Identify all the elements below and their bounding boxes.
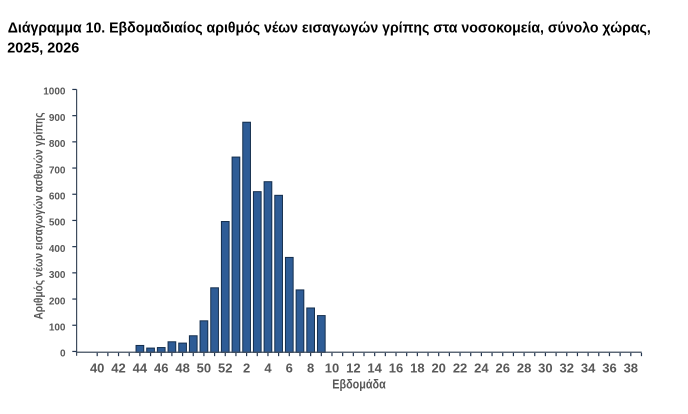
svg-text:42: 42 — [111, 361, 125, 376]
svg-text:22: 22 — [453, 361, 467, 376]
svg-text:6: 6 — [286, 361, 293, 376]
svg-text:24: 24 — [474, 361, 489, 376]
svg-text:4: 4 — [264, 361, 272, 376]
svg-text:36: 36 — [602, 361, 616, 376]
svg-text:16: 16 — [389, 361, 403, 376]
svg-text:14: 14 — [367, 361, 382, 376]
svg-text:700: 700 — [49, 165, 66, 176]
svg-text:48: 48 — [175, 361, 189, 376]
svg-text:800: 800 — [49, 139, 66, 150]
svg-text:200: 200 — [49, 296, 66, 307]
svg-text:46: 46 — [154, 361, 168, 376]
svg-text:900: 900 — [49, 113, 66, 124]
svg-text:600: 600 — [49, 192, 66, 203]
svg-text:300: 300 — [49, 270, 66, 281]
svg-text:26: 26 — [496, 361, 510, 376]
svg-text:0: 0 — [60, 349, 66, 360]
svg-text:20: 20 — [431, 361, 445, 376]
svg-text:52: 52 — [218, 361, 232, 376]
svg-text:40: 40 — [90, 361, 104, 376]
svg-text:10: 10 — [325, 361, 339, 376]
svg-text:30: 30 — [538, 361, 552, 376]
svg-text:500: 500 — [49, 218, 66, 229]
svg-text:1000: 1000 — [43, 87, 66, 98]
svg-text:50: 50 — [197, 361, 211, 376]
svg-text:Διάγραμμα 10. Εβδομαδιαίος αρι: Διάγραμμα 10. Εβδομαδιαίος αριθμός νέων … — [8, 20, 651, 37]
svg-text:44: 44 — [133, 361, 148, 376]
svg-text:Αριθμός νέων εισαγωγών ασθενών: Αριθμός νέων εισαγωγών ασθενών γρίπης — [34, 112, 46, 319]
svg-text:2: 2 — [243, 361, 250, 376]
svg-text:28: 28 — [517, 361, 531, 376]
svg-text:100: 100 — [49, 323, 66, 334]
svg-text:Εβδομάδα: Εβδομάδα — [332, 377, 386, 391]
svg-text:2025, 2026: 2025, 2026 — [7, 40, 79, 57]
svg-text:32: 32 — [560, 361, 574, 376]
svg-text:400: 400 — [49, 244, 66, 255]
svg-text:12: 12 — [346, 361, 360, 376]
svg-text:8: 8 — [307, 361, 314, 376]
svg-text:34: 34 — [581, 361, 596, 376]
svg-text:18: 18 — [410, 361, 424, 376]
svg-text:38: 38 — [624, 361, 638, 376]
